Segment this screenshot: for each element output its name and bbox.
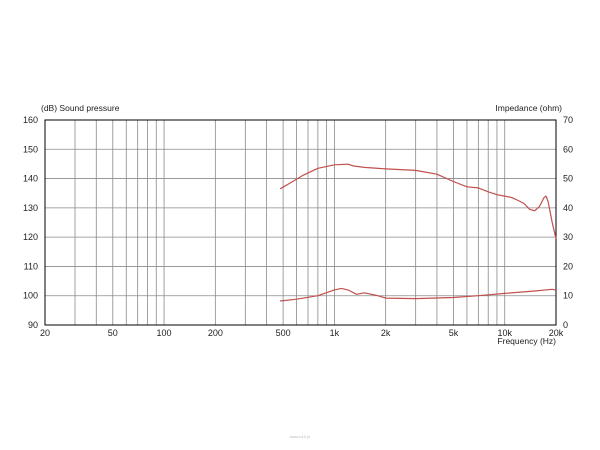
x-tick-label: 10k <box>497 328 512 338</box>
y-left-tick-label: 110 <box>24 261 38 271</box>
right-axis-title: Impedance (ohm) <box>495 103 562 113</box>
x-tick-label: 20k <box>549 328 564 338</box>
tick-labels: 20 50 100 200 500 1k 2k 5k 10k 20k160150140130120… <box>23 115 573 338</box>
y-right-tick-label: 20 <box>563 261 573 271</box>
x-tick-label: 5k <box>449 328 459 338</box>
y-right-tick-label: 40 <box>563 203 573 213</box>
left-axis-title: (dB) Sound pressure <box>41 103 120 113</box>
y-left-tick-label: 100 <box>23 291 38 301</box>
sound-pressure-curve <box>279 163 557 239</box>
y-right-tick-label: 10 <box>563 291 573 301</box>
chart-grid <box>45 120 556 325</box>
y-right-tick-label: 0 <box>563 320 568 330</box>
x-tick-label: 100 <box>157 328 172 338</box>
x-tick-label: 20 <box>40 328 50 338</box>
y-left-tick-label: 140 <box>23 174 38 184</box>
x-tick-label: 500 <box>276 328 291 338</box>
y-right-tick-label: 60 <box>563 144 573 154</box>
y-left-tick-label: 160 <box>23 115 38 125</box>
x-tick-label: 200 <box>208 328 223 338</box>
y-left-tick-label: 130 <box>23 203 38 213</box>
plot-frame <box>44 119 557 326</box>
watermark-text: www.b10.pl <box>290 434 311 439</box>
x-tick-label: 1k <box>330 328 340 338</box>
y-left-tick-label: 150 <box>23 144 38 154</box>
x-tick-label: 2k <box>381 328 391 338</box>
x-axis-title: Frequency (Hz) <box>497 336 556 346</box>
impedance-curve <box>280 287 557 302</box>
y-left-tick-label: 120 <box>23 232 38 242</box>
y-right-tick-label: 70 <box>563 115 573 125</box>
x-tick-label: 50 <box>108 328 118 338</box>
y-left-tick-label: 90 <box>28 320 38 330</box>
y-right-tick-label: 30 <box>563 232 573 242</box>
y-right-tick-label: 50 <box>563 174 573 184</box>
series-layer <box>279 163 557 302</box>
